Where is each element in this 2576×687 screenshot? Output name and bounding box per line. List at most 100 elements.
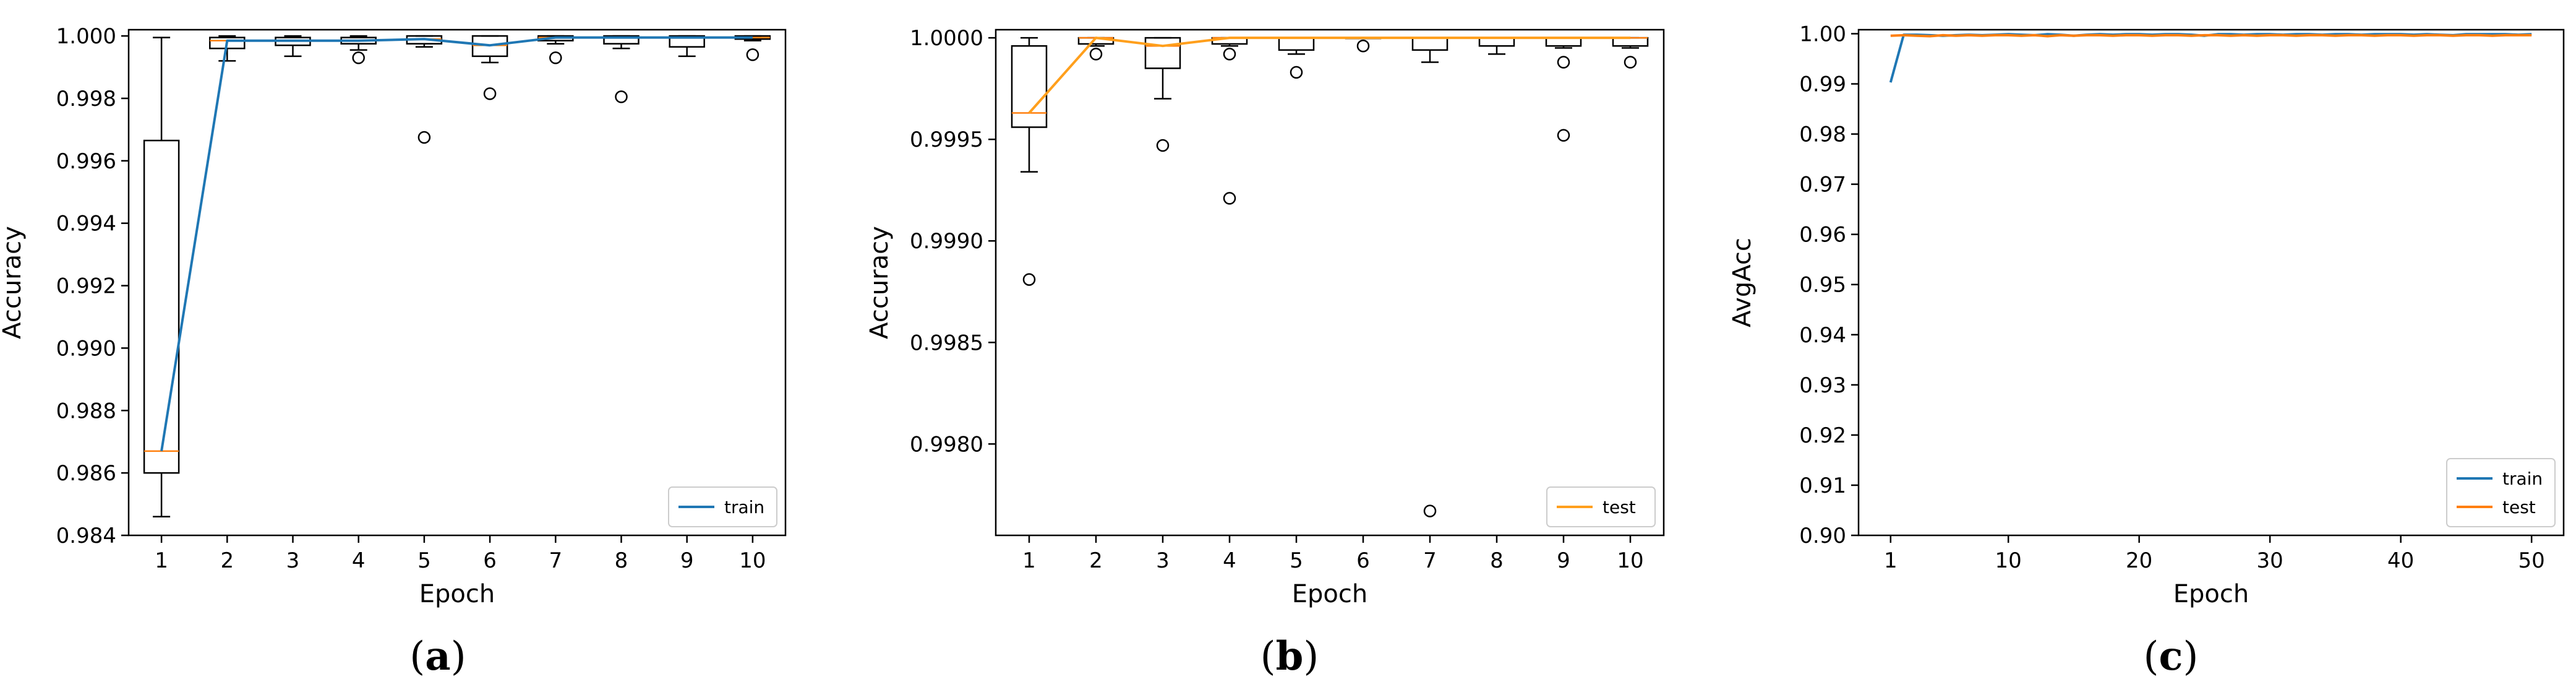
panel-a-ytick-label: 0.990 [56, 336, 116, 361]
panel-c-xlabel: Epoch [2173, 580, 2249, 608]
panel-a-ytick-label: 1.000 [56, 24, 116, 49]
panel-b-box-flier [1557, 129, 1570, 142]
panel-b-xtick-label: 3 [1156, 548, 1170, 573]
panel-c-legend-box [2446, 458, 2556, 527]
panel-a-xtick-label: 2 [220, 548, 234, 573]
panel-a-box-iqr [603, 35, 640, 45]
panel-a-legend-label-train: train [724, 497, 764, 517]
panel-b-xlabel: Epoch [1292, 580, 1367, 608]
panel-a-xlabel: Epoch [419, 580, 495, 608]
panel-a-ytick-label: 0.994 [56, 212, 116, 236]
caption-a-letter: a [425, 633, 450, 680]
panel-b-series-test-line [1028, 37, 1630, 114]
panel-b-box-flier [1557, 56, 1570, 69]
panel-c-xtick-label: 50 [2518, 548, 2545, 573]
panel-c-series-test-line [1890, 33, 2532, 38]
panel-c-ylabel: AvgAcc [1728, 238, 1757, 327]
panel-a-axes-frame [127, 28, 787, 537]
panel-a-box-flier [483, 87, 497, 100]
panel-a-series-train-line [160, 36, 753, 452]
panel-b-ytick-label: 0.9980 [910, 432, 983, 457]
panel-c-xtick-label: 20 [2126, 548, 2152, 573]
panel-b-xtick-label: 2 [1089, 548, 1103, 573]
panel-c-ytick-label: 0.99 [1799, 72, 1846, 97]
panel-b-xtick-label: 4 [1223, 548, 1236, 573]
panel-a-box-flier [417, 131, 431, 144]
panel-b-axes-frame [995, 28, 1665, 537]
panel-b-ytick-label: 0.9990 [910, 229, 983, 254]
panel-b-ytick-label: 1.0000 [910, 26, 983, 51]
panel-b-xtick-label: 8 [1490, 548, 1504, 573]
panel-a-box-flier [352, 51, 365, 64]
panel-a-xtick-label: 9 [680, 548, 694, 573]
panel-b-legend-box [1546, 486, 1656, 527]
panel-a-box-iqr [143, 139, 180, 474]
panel-c-xtick-label: 1 [1884, 548, 1898, 573]
panel-a-box-iqr [669, 35, 705, 48]
panel-a-xtick-label: 3 [286, 548, 300, 573]
caption-c: (c) [2144, 633, 2199, 680]
panel-c-xtick-label: 30 [2257, 548, 2283, 573]
panel-a-ylabel: Accuracy [0, 226, 27, 339]
panel-b-xtick-label: 10 [1617, 548, 1643, 573]
panel-b-xtick-label: 5 [1290, 548, 1303, 573]
panel-b-box-flier [1223, 192, 1236, 205]
caption-b-letter: b [1276, 633, 1304, 680]
panel-a-xtick-label: 10 [739, 548, 766, 573]
panel-c-ytick-label: 1.00 [1799, 22, 1846, 46]
panel-b-box-flier [1624, 56, 1637, 69]
panel-c-ytick-label: 0.96 [1799, 223, 1846, 248]
caption-a: (a) [409, 633, 466, 680]
panel-a-ytick-label: 0.988 [56, 399, 116, 423]
panel-a-box-flier [746, 48, 760, 61]
panel-c-xtick-label: 40 [2387, 548, 2414, 573]
panel-b-box-flier [1356, 39, 1370, 53]
panel-c-ytick-label: 0.97 [1799, 173, 1846, 197]
panel-a-box-flier [549, 51, 562, 64]
caption-c-letter: c [2159, 633, 2183, 680]
panel-c-ytick-label: 0.92 [1799, 423, 1846, 448]
panel-a-ytick-label: 0.998 [56, 87, 116, 111]
panel-b-box-flier [1156, 139, 1170, 152]
panel-b-box-flier [1290, 66, 1303, 79]
panel-a-box-flier [615, 90, 628, 103]
panel-b-box-flier [1089, 48, 1103, 61]
panel-c-legend-label-train: train [2502, 469, 2543, 489]
panel-a-ytick-label: 0.992 [56, 274, 116, 299]
panel-c-xtick-label: 10 [1995, 548, 2022, 573]
panel-b-box-iqr [1011, 45, 1048, 128]
panel-a-xtick-label: 5 [417, 548, 431, 573]
panel-b-box-flier [1423, 504, 1437, 517]
panel-b-xtick-label: 7 [1423, 548, 1437, 573]
panel-b-xtick-label: 6 [1356, 548, 1370, 573]
panel-b-ytick-label: 0.9985 [910, 331, 983, 355]
panel-a-box-iqr [471, 35, 508, 58]
panel-a-ytick-label: 0.996 [56, 149, 116, 174]
panel-b-box-flier [1223, 48, 1236, 61]
panel-c-chart: 0.90 0.91 0.92 0.93 0.94 0.95 0.96 0.97 0.98 0.99… [1728, 22, 2565, 608]
caption-b: (b) [1260, 633, 1319, 680]
panel-a-xtick-label: 8 [615, 548, 628, 573]
panel-a-xtick-label: 6 [483, 548, 497, 573]
panel-b-xtick-label: 1 [1022, 548, 1036, 573]
panel-c-ytick-label: 0.95 [1799, 273, 1846, 298]
panel-a-ytick-label: 0.984 [56, 524, 116, 548]
panel-c-ytick-label: 0.91 [1799, 473, 1846, 498]
panel-b-ylabel: Accuracy [865, 226, 894, 339]
panel-a-xtick-label: 7 [549, 548, 562, 573]
panel-b-ytick-label: 0.9995 [910, 127, 983, 152]
panel-b-legend-label-test: test [1603, 497, 1636, 517]
panel-c-legend-label-test: test [2502, 497, 2536, 517]
panel-b-chart: 0.9980 0.9985 0.9990 0.9995 1.0000 1 2 3 4 5 6 7 8 9 1… [865, 26, 1665, 608]
panel-c-ytick-label: 0.90 [1799, 524, 1846, 548]
panel-c-ytick-label: 0.98 [1799, 123, 1846, 147]
panel-a-legend-box [668, 486, 777, 527]
panel-a-xtick-label: 1 [155, 548, 168, 573]
panel-b-box-iqr [1144, 37, 1181, 69]
panel-a-xtick-label: 4 [352, 548, 366, 573]
panel-b-box-flier [1022, 273, 1036, 286]
panel-a-chart: 0.984 0.986 0.988 0.990 0.992 0.994 0.996 0.998… [0, 24, 787, 608]
panel-c-axes-frame [1857, 28, 2565, 537]
